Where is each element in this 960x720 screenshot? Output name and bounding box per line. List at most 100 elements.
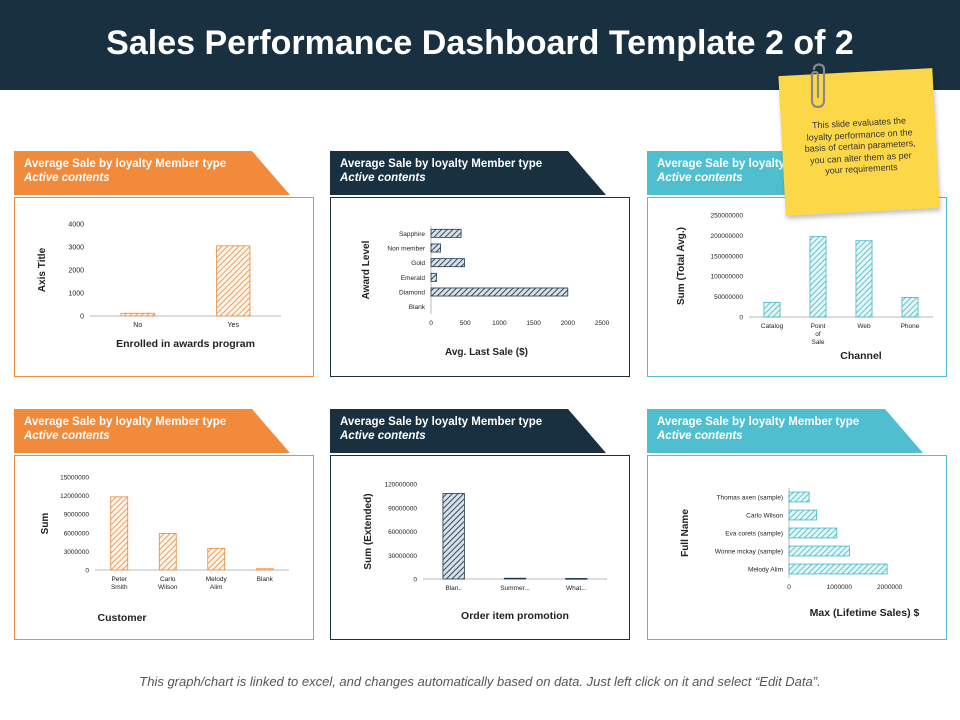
panel-banner xyxy=(14,409,290,453)
y-axis-title: Sum (Total Avg.) xyxy=(676,227,687,305)
y-tick-label: 120000000 xyxy=(384,482,417,489)
x-tick-label-part: Alim xyxy=(210,584,223,591)
bar xyxy=(788,563,888,575)
page-title: Sales Performance Dashboard Template 2 o… xyxy=(106,24,854,62)
panel-title: Average Sale by loyalty Member type xyxy=(340,158,543,170)
y-tick-label: 9000000 xyxy=(64,512,90,519)
y-tick-label: 6000000 xyxy=(64,530,90,537)
panel-banner-text: Average Sale by loyalty Member type Acti… xyxy=(330,151,608,195)
panel-banner xyxy=(330,409,606,453)
y-tick-label: 100000000 xyxy=(710,274,743,281)
panel-subtitle: Active contents xyxy=(657,172,743,184)
x-axis-title: Max (Lifetime Sales) $ xyxy=(810,607,920,619)
chart-card-channel[interactable]: 0 50000000 100000000 150000000 200000000 2500… xyxy=(647,197,947,377)
y-axis-title: Sum xyxy=(40,513,51,535)
bar xyxy=(216,245,251,317)
x-tick-label: Web xyxy=(857,323,871,330)
y-tick-label: 0 xyxy=(413,577,417,584)
footer-note: This graph/chart is linked to excel, and… xyxy=(139,674,821,689)
chart-svg: Sapphire Non member Gold Emerald Diamond Blan… xyxy=(361,226,610,358)
x-tick-label: 1000000 xyxy=(827,584,853,591)
bar xyxy=(430,272,437,282)
y-tick-label: 15000000 xyxy=(60,475,89,482)
y-tick-label: Gold xyxy=(411,260,425,267)
x-tick-label-part: Point xyxy=(811,323,826,330)
y-tick-label: Diamond xyxy=(399,290,425,297)
bar xyxy=(442,493,465,580)
bar xyxy=(207,547,226,571)
y-tick-label: Thomas axen (sample) xyxy=(717,495,783,502)
y-tick-label: 200000000 xyxy=(710,233,743,240)
x-tick-label-part: Wilson xyxy=(158,584,178,591)
x-tick-label-part: Peter xyxy=(111,576,127,583)
y-tick-label: Non member xyxy=(387,246,425,253)
x-tick-label-part: of xyxy=(815,331,821,338)
y-tick-label: 0 xyxy=(80,314,84,321)
y-tick-label: 30000000 xyxy=(388,553,417,560)
chart-card-customer[interactable]: 0 3000000 6000000 9000000 12000000 15000000 Pe… xyxy=(14,455,314,640)
chart-svg: 0 30000000 60000000 90000000 120000000 Blan..… xyxy=(363,482,607,622)
x-tick-label: Summer... xyxy=(500,585,530,592)
bar xyxy=(788,545,850,557)
y-tick-label: Wonne mckay (sample) xyxy=(715,549,783,556)
x-tick-label: Phone xyxy=(901,323,920,330)
bar xyxy=(110,496,129,571)
x-tick-label: 2500 xyxy=(595,320,610,327)
bar xyxy=(809,236,827,318)
bar xyxy=(430,243,441,253)
panel-subtitle: Active contents xyxy=(24,172,110,184)
x-tick-label-part: Carlo xyxy=(160,576,176,583)
sticky-note: This slide evaluates the loyalty perform… xyxy=(778,68,940,216)
x-tick-label: 1000 xyxy=(492,320,507,327)
x-tick-label-part: Smith xyxy=(111,584,128,591)
bar xyxy=(788,527,838,539)
y-tick-label: Sapphire xyxy=(399,231,425,238)
x-axis-title: Channel xyxy=(840,350,882,362)
x-axis-title: Avg. Last Sale ($) xyxy=(445,347,528,358)
x-axis-title: Enrolled in awards program xyxy=(116,338,255,350)
chart-svg: 0 1000 2000 3000 4000 No Yes Axis Title Enrolled… xyxy=(37,222,281,350)
bar xyxy=(503,577,527,580)
panel-title: Average Sale by loyalty Member type xyxy=(24,158,227,170)
bar xyxy=(430,228,462,238)
panel-subtitle: Active contents xyxy=(340,430,426,442)
x-axis-title: Order item promotion xyxy=(461,610,569,622)
x-tick-label: 1500 xyxy=(526,320,541,327)
y-tick-label: 0 xyxy=(85,568,89,575)
chart-card-full-name[interactable]: Thomas axen (sample) Carlo Wilson Eva core… xyxy=(647,455,947,640)
y-tick-label: Blank xyxy=(409,304,426,311)
panel-banner-text: Average Sale by loyalty Member type Acti… xyxy=(647,409,925,453)
y-tick-label: Carlo Wilson xyxy=(746,513,783,520)
y-tick-label: 50000000 xyxy=(714,294,743,301)
y-tick-label: 150000000 xyxy=(710,253,743,260)
x-tick-label: Catalog xyxy=(761,323,784,330)
x-tick-label: Blank xyxy=(257,576,274,583)
bar xyxy=(158,533,177,571)
y-tick-label: Melody Alim xyxy=(748,567,783,574)
x-tick-label: Blan.. xyxy=(445,585,462,592)
chart-card-enrolled[interactable]: 0 1000 2000 3000 4000 No Yes Axis Title Enrolled… xyxy=(14,197,314,377)
bar xyxy=(788,509,818,521)
y-tick-label: 12000000 xyxy=(60,493,89,500)
y-tick-label: 1000 xyxy=(68,291,84,298)
chart-card-promotion[interactable]: 0 30000000 60000000 90000000 120000000 Blan..… xyxy=(330,455,630,640)
panel-title: Average Sale by loyalty Member type xyxy=(340,416,543,428)
y-axis-title: Axis Title xyxy=(37,247,48,292)
y-axis-title: Sum (Extended) xyxy=(363,493,374,569)
sticky-note-text: This slide evaluates the loyalty perform… xyxy=(804,115,916,176)
bar xyxy=(255,568,274,571)
panel-title: Average Sale by loyalty Member type xyxy=(657,416,860,428)
y-tick-label: 60000000 xyxy=(388,529,417,536)
bar xyxy=(855,240,873,318)
bar xyxy=(565,578,588,580)
chart-svg: 0 50000000 100000000 150000000 200000000 2500… xyxy=(676,213,933,362)
y-tick-label: Eva corets (sample) xyxy=(725,531,783,538)
bar xyxy=(120,312,155,317)
y-tick-label: 4000 xyxy=(68,222,84,229)
x-tick-label: 2000000 xyxy=(877,584,903,591)
y-tick-label: 2000 xyxy=(68,268,84,275)
x-tick-label: Yes xyxy=(228,322,240,329)
x-tick-label-part: Melody xyxy=(206,576,228,583)
chart-svg: Thomas axen (sample) Carlo Wilson Eva core… xyxy=(680,488,920,619)
chart-card-award-level[interactable]: Sapphire Non member Gold Emerald Diamond Blan… xyxy=(330,197,630,377)
